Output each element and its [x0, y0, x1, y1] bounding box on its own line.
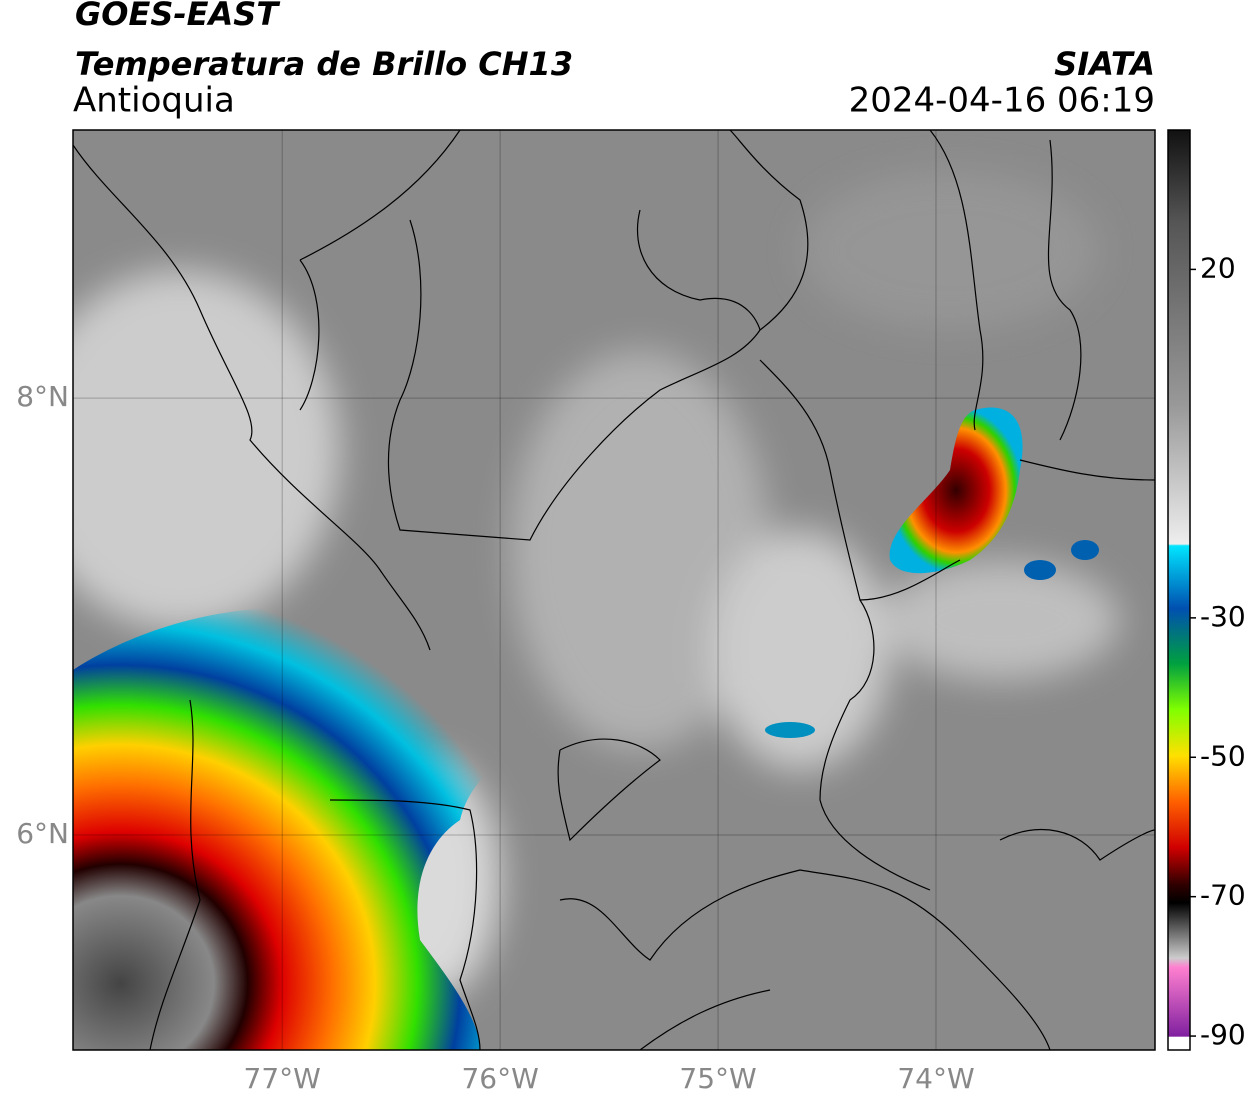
- colorbar: [1167, 129, 1191, 1051]
- map-image: [73, 130, 1155, 1050]
- colorbar-tick-label: -50: [1200, 739, 1246, 772]
- region: Antioquia: [73, 81, 235, 121]
- lon-tick-label: 77°W: [244, 1062, 321, 1095]
- datetime: 2024-04-16 06:19: [849, 81, 1155, 121]
- lon-tick-label: 76°W: [461, 1062, 538, 1095]
- source: SIATA: [1054, 45, 1155, 83]
- map-frame: [72, 129, 1156, 1051]
- subtitle: Temperatura de Brillo CH13: [75, 45, 573, 83]
- colorbar-tick-label: -70: [1200, 879, 1246, 912]
- lon-tick-label: 74°W: [897, 1062, 974, 1095]
- colorbar-tick-label: -90: [1200, 1018, 1246, 1051]
- colorbar-tick-label: -30: [1200, 600, 1246, 633]
- lon-tick-label: 75°W: [679, 1062, 756, 1095]
- title: GOES-EAST: [75, 0, 280, 33]
- lat-tick-label: 8°N: [16, 380, 69, 413]
- colorbar-tick-label: 20: [1200, 251, 1236, 284]
- lat-tick-label: 6°N: [16, 817, 69, 850]
